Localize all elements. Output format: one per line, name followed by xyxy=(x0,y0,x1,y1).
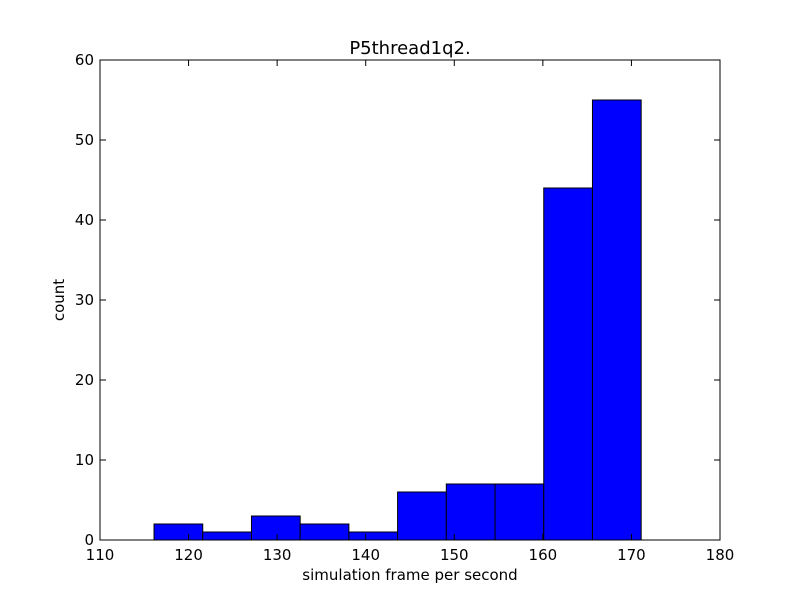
bars-layer xyxy=(153,99,642,541)
x-tick-label: 130 xyxy=(263,546,292,564)
x-tick-label: 160 xyxy=(529,546,558,564)
x-tick-label: 120 xyxy=(174,546,203,564)
y-tick-label: 0 xyxy=(84,531,94,549)
y-tick-label: 20 xyxy=(75,371,94,389)
x-tick-label: 150 xyxy=(440,546,469,564)
histogram-bar xyxy=(250,515,301,541)
histogram-bar xyxy=(299,523,350,541)
y-tick-label: 40 xyxy=(75,211,94,229)
histogram-bar xyxy=(153,523,204,541)
x-tick-labels: 110 120 130 140 150 160 170 180 xyxy=(86,546,735,564)
chart-title: P5thread1q2. xyxy=(349,38,470,59)
x-tick-label: 110 xyxy=(86,546,115,564)
plot-frame xyxy=(99,59,721,541)
y-tick-label: 60 xyxy=(75,51,94,69)
y-tick-label: 50 xyxy=(75,131,94,149)
x-axis-label: simulation frame per second xyxy=(302,566,517,584)
x-tick-label: 170 xyxy=(617,546,646,564)
histogram-bar xyxy=(397,491,447,541)
x-tick-label: 180 xyxy=(706,546,735,564)
y-tick-label: 30 xyxy=(75,291,94,309)
y-tick-label: 10 xyxy=(75,451,94,469)
y-axis-label: count xyxy=(50,279,68,321)
histogram-bar xyxy=(494,483,545,541)
histogram-bar xyxy=(445,483,496,541)
histogram-bar xyxy=(543,187,593,541)
y-tick-labels: 0 10 20 30 40 50 60 xyxy=(75,51,94,549)
histogram-bar xyxy=(202,531,252,541)
histogram-bar xyxy=(348,531,399,541)
histogram-bar xyxy=(591,99,642,541)
x-tick-label: 140 xyxy=(351,546,380,564)
